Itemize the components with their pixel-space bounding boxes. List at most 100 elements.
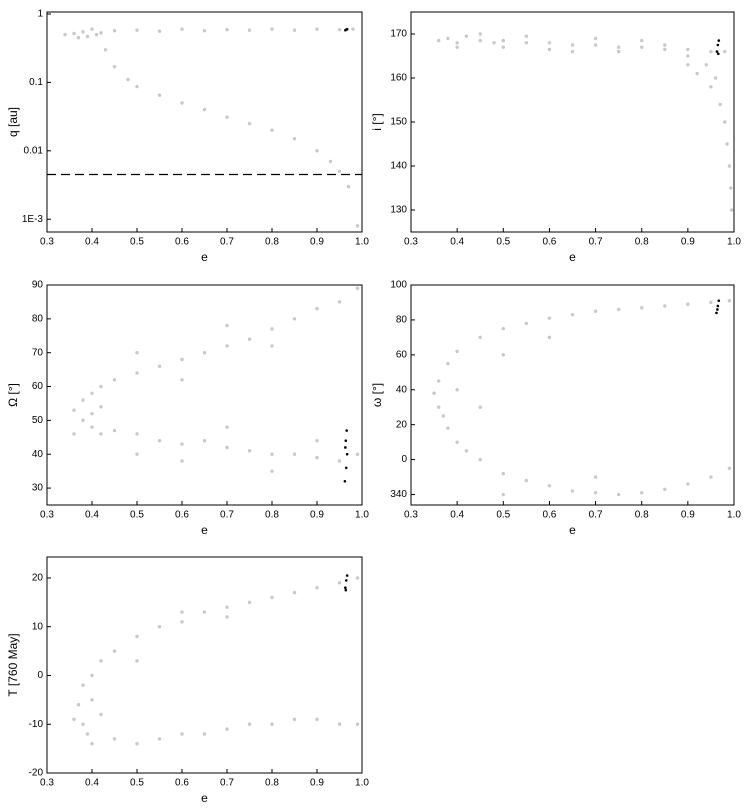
point bbox=[686, 54, 690, 58]
y-axis-label: T [760 May] bbox=[6, 633, 20, 696]
point bbox=[135, 350, 139, 355]
point bbox=[344, 586, 347, 590]
point bbox=[524, 34, 529, 38]
point bbox=[112, 29, 117, 33]
x-tick-label: 0.7 bbox=[589, 237, 603, 248]
x-tick-label: 0.9 bbox=[681, 510, 695, 521]
y-tick-label: 150 bbox=[390, 117, 407, 128]
point bbox=[202, 350, 207, 355]
point bbox=[135, 432, 139, 436]
point bbox=[715, 50, 719, 53]
x-tick-label: 0.7 bbox=[220, 778, 234, 789]
point bbox=[270, 327, 274, 331]
point bbox=[90, 27, 94, 31]
point bbox=[593, 309, 598, 313]
point bbox=[202, 107, 207, 112]
point bbox=[478, 38, 482, 43]
point bbox=[225, 344, 229, 348]
x-tick-label: 0.9 bbox=[681, 237, 695, 248]
x-tick-label: 0.5 bbox=[130, 237, 144, 248]
point bbox=[524, 478, 529, 483]
point bbox=[247, 337, 252, 341]
y-tick-label: 80 bbox=[32, 313, 44, 324]
x-axis-label: e bbox=[569, 250, 576, 264]
point bbox=[270, 128, 274, 132]
point bbox=[270, 469, 274, 473]
x-tick-label: 0.3 bbox=[40, 510, 54, 521]
point bbox=[292, 452, 297, 456]
point bbox=[315, 27, 319, 31]
point bbox=[202, 610, 207, 614]
point bbox=[547, 47, 552, 52]
point bbox=[351, 27, 355, 31]
point bbox=[478, 457, 482, 462]
point bbox=[501, 38, 505, 43]
point bbox=[337, 27, 342, 32]
point bbox=[225, 115, 229, 119]
point bbox=[717, 299, 721, 303]
point bbox=[686, 47, 690, 52]
point bbox=[180, 357, 184, 362]
y-tick-label: 1 bbox=[37, 9, 43, 20]
x-tick-label: 0.8 bbox=[265, 778, 279, 789]
point bbox=[663, 487, 667, 491]
plot-frame bbox=[410, 284, 735, 506]
y-tick-label: 0.1 bbox=[29, 77, 43, 88]
point bbox=[81, 722, 85, 726]
x-tick-label: 0.8 bbox=[265, 237, 279, 248]
point bbox=[90, 425, 94, 429]
point bbox=[344, 466, 348, 470]
point bbox=[570, 489, 575, 493]
x-tick-label: 0.4 bbox=[85, 510, 99, 521]
point bbox=[328, 159, 333, 164]
point bbox=[616, 45, 621, 49]
y-tick-label: 70 bbox=[32, 347, 44, 358]
point bbox=[640, 305, 644, 310]
x-tick-label: 0.8 bbox=[635, 510, 649, 521]
point bbox=[501, 471, 505, 476]
y-tick-label: 0 bbox=[401, 454, 407, 465]
point bbox=[126, 77, 130, 82]
point bbox=[99, 405, 103, 409]
x-tick-label: 0.5 bbox=[496, 510, 510, 521]
point bbox=[337, 169, 342, 174]
point bbox=[90, 742, 94, 746]
point bbox=[727, 164, 732, 168]
point bbox=[202, 438, 207, 443]
point bbox=[270, 344, 274, 348]
point bbox=[727, 299, 732, 303]
point bbox=[455, 41, 459, 45]
point bbox=[729, 186, 733, 190]
x-tick-label: 0.6 bbox=[175, 510, 189, 521]
point bbox=[270, 452, 274, 456]
x-tick-label: 1.0 bbox=[355, 510, 369, 521]
point bbox=[72, 31, 76, 36]
point bbox=[524, 41, 529, 45]
y-axis-label: q [au] bbox=[6, 107, 20, 137]
x-tick-label: 0.6 bbox=[542, 237, 556, 248]
point bbox=[704, 63, 709, 67]
point bbox=[157, 29, 162, 33]
y-axis-label: i [°] bbox=[370, 113, 384, 130]
point bbox=[135, 452, 139, 456]
point bbox=[729, 208, 734, 212]
point bbox=[593, 491, 598, 495]
point bbox=[446, 36, 450, 41]
point bbox=[709, 300, 713, 305]
point bbox=[76, 703, 81, 707]
point bbox=[225, 27, 229, 32]
plot-frame bbox=[46, 11, 363, 233]
point bbox=[315, 438, 319, 443]
point bbox=[157, 438, 162, 443]
point bbox=[355, 722, 360, 726]
point bbox=[640, 38, 644, 43]
point bbox=[464, 34, 469, 38]
point bbox=[709, 475, 713, 479]
point bbox=[616, 307, 621, 312]
x-tick-label: 1.0 bbox=[727, 510, 741, 521]
point bbox=[346, 184, 351, 189]
y-tick-label: 160 bbox=[390, 73, 407, 84]
x-tick-label: 0.7 bbox=[589, 510, 603, 521]
point bbox=[202, 29, 207, 33]
y-tick-label: 340 bbox=[390, 489, 407, 500]
